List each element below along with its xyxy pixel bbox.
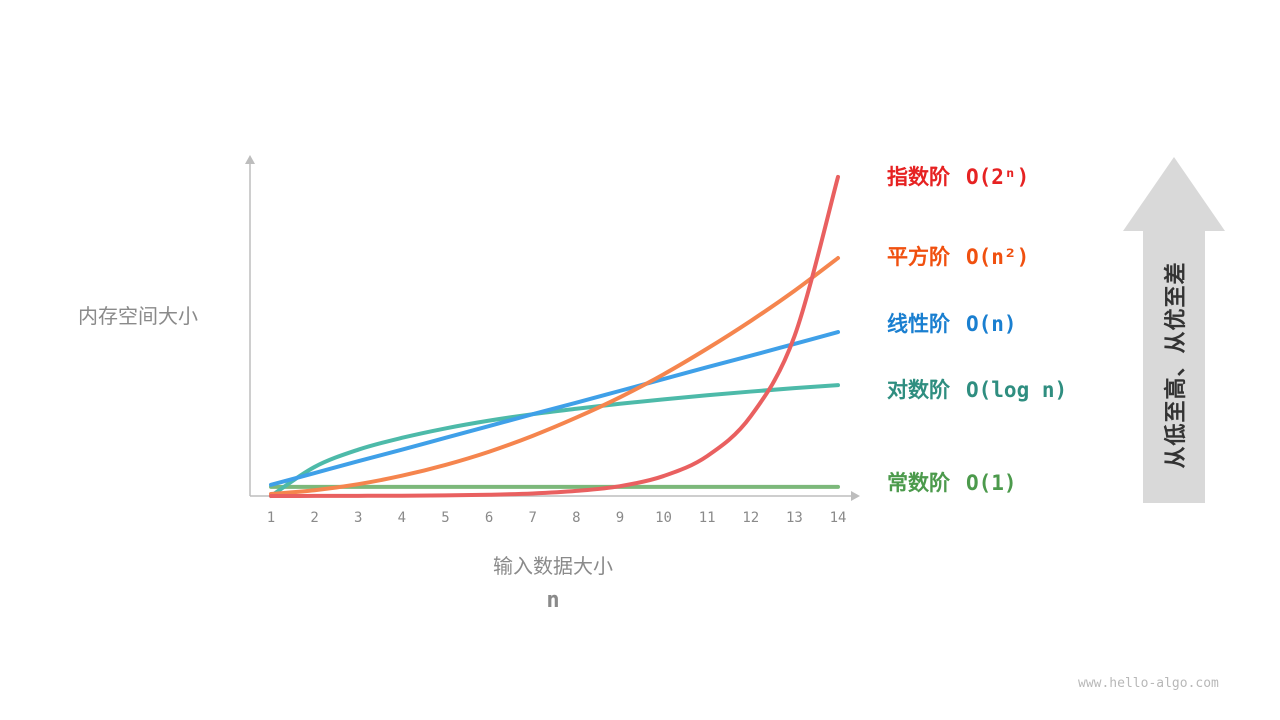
legend-notation: O(n²) — [966, 245, 1030, 269]
x-tick-label: 8 — [572, 510, 580, 526]
legend-notation: O(1) — [966, 471, 1017, 495]
x-tick-label: 10 — [655, 510, 672, 526]
x-tick-label: 7 — [528, 510, 536, 526]
x-tick-label: 14 — [830, 510, 847, 526]
x-tick-label: 12 — [742, 510, 759, 526]
series-line-O(log n) — [269, 383, 840, 498]
x-tick-label: 3 — [354, 510, 362, 526]
series-line-O(n) — [269, 330, 840, 487]
x-tick-label: 5 — [441, 510, 449, 526]
x-axis-label: 输入数据大小 — [493, 554, 613, 578]
x-tick-label: 13 — [786, 510, 803, 526]
legend-name: 指数阶 — [887, 165, 950, 189]
legend-linear: 线性阶 O(n) — [887, 308, 1017, 338]
x-tick-label: 2 — [310, 510, 318, 526]
series-line-O(2ⁿ) — [269, 174, 840, 498]
arrow-caption: 从低至高、从优至差 — [1164, 261, 1189, 469]
x-tick-label: 6 — [485, 510, 493, 526]
legend-constant: 常数阶 O(1) — [887, 467, 1017, 497]
legend-name: 平方阶 — [887, 245, 950, 269]
legend-notation: O(log n) — [966, 378, 1068, 402]
legend-name: 对数阶 — [887, 378, 950, 402]
x-tick-label: 11 — [699, 510, 716, 526]
y-axis-label: 内存空间大小 — [78, 304, 198, 328]
x-axis-variable: n — [546, 588, 560, 613]
y-axis-arrow-icon — [245, 155, 255, 164]
x-axis-arrow-icon — [851, 491, 860, 501]
x-tick-label: 4 — [398, 510, 406, 526]
legend-quadratic: 平方阶 O(n²) — [887, 241, 1029, 271]
legend-notation: O(n) — [966, 312, 1017, 336]
legend-notation: O(2ⁿ) — [966, 165, 1030, 189]
up-arrow-icon — [1123, 157, 1225, 503]
legend-name: 线性阶 — [887, 312, 950, 336]
watermark: www.hello-algo.com — [1078, 676, 1219, 691]
legend-exponential: 指数阶 O(2ⁿ) — [887, 161, 1029, 191]
legend-logarithmic: 对数阶 O(log n) — [887, 374, 1067, 404]
series-line-O(n²) — [269, 256, 840, 496]
legend-name: 常数阶 — [887, 471, 950, 495]
x-tick-label: 9 — [616, 510, 624, 526]
x-tick-label: 1 — [267, 510, 275, 526]
